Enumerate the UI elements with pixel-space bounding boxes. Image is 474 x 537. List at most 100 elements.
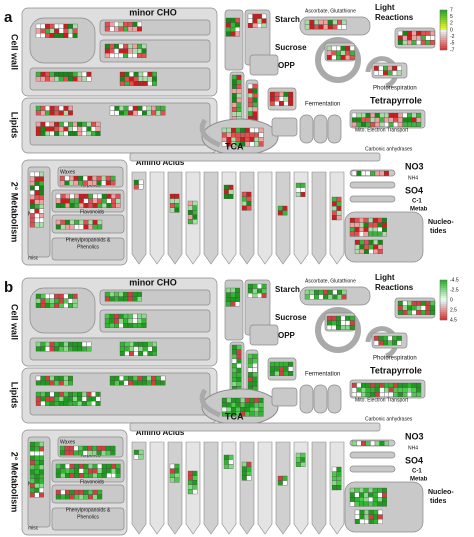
- heat-cell: [354, 519, 360, 524]
- heat-cell: [114, 313, 119, 319]
- heat-cell: [384, 382, 389, 388]
- heat-cell: [54, 131, 60, 136]
- heat-cell: [258, 411, 264, 417]
- heat-cell: [49, 341, 55, 347]
- heat-cell: [249, 132, 255, 138]
- heat-cell: [129, 76, 134, 82]
- heat-cell: [336, 466, 342, 472]
- heat-cell: [236, 363, 242, 369]
- heat-cell: [274, 371, 280, 376]
- heat-cell: [109, 43, 115, 49]
- heat-cell: [372, 217, 378, 223]
- heat-cell: [252, 363, 258, 368]
- heat-cell: [364, 244, 369, 250]
- heat-cell: [252, 88, 258, 94]
- heat-cell: [29, 460, 35, 466]
- label: minor CHO: [129, 7, 177, 17]
- heat-cell: [279, 101, 284, 106]
- heat-cell: [60, 489, 66, 495]
- heat-cell: [109, 48, 115, 54]
- heat-cell: [411, 382, 417, 388]
- heat-cell: [236, 107, 242, 112]
- heat-cell: [109, 323, 115, 328]
- heat-cell: [336, 206, 342, 211]
- heat-cell: [174, 468, 180, 474]
- heat-cell: [416, 117, 422, 123]
- heat-cell: [92, 224, 98, 230]
- heat-cell: [74, 494, 80, 500]
- heat-cell: [83, 468, 89, 474]
- heat-cell: [247, 376, 253, 382]
- heat-cell: [68, 23, 73, 29]
- heat-cell: [152, 341, 157, 347]
- heat-cell: [40, 298, 46, 304]
- legend: -4.5 -2.5 0 2.5 4.5: [439, 277, 459, 323]
- legend-swatch: [440, 34, 447, 37]
- heat-cell: [88, 468, 93, 474]
- heat-cell: [138, 341, 144, 347]
- label: Starch: [275, 15, 300, 24]
- region: [349, 465, 396, 473]
- heat-cell: [146, 375, 152, 381]
- heat-cell: [54, 396, 60, 402]
- cycle: [315, 307, 361, 353]
- heat-cell: [169, 468, 175, 474]
- heat-cell: [142, 375, 147, 381]
- label: Metab: [410, 207, 428, 213]
- heat-cell: [252, 83, 258, 89]
- heat-cell: [169, 198, 175, 204]
- legend-swatch: [440, 288, 447, 291]
- heat-cell: [114, 318, 119, 324]
- heat-cell: [69, 198, 75, 204]
- heat-cell: [72, 401, 78, 406]
- heat-cell: [104, 318, 110, 324]
- heat-cell: [63, 401, 69, 406]
- heat-cell: [118, 313, 124, 319]
- heat-cell: [60, 219, 66, 225]
- heat-cell: [416, 40, 422, 45]
- heat-cell: [59, 180, 65, 186]
- heat-cell: [351, 122, 357, 127]
- heat-cell: [87, 450, 93, 456]
- heat-cell: [95, 121, 101, 127]
- heat-cell: [104, 21, 110, 27]
- arrow: [199, 118, 221, 148]
- heat-cell: [72, 391, 78, 397]
- heat-cell: [81, 131, 87, 136]
- heat-cell: [132, 291, 138, 297]
- heat-cell: [365, 392, 371, 397]
- heat-cell: [254, 132, 259, 138]
- heat-cell: [226, 127, 232, 133]
- heat-cell: [223, 459, 229, 465]
- heat-cell: [336, 320, 341, 326]
- heat-cell: [123, 318, 129, 324]
- heat-cell: [411, 112, 417, 118]
- heat-cell: [368, 497, 374, 502]
- heat-cell: [254, 407, 259, 412]
- heat-cell: [241, 461, 247, 467]
- heat-cell: [68, 131, 73, 136]
- heat-cell: [35, 71, 41, 77]
- heat-cell: [81, 346, 87, 352]
- heat-cell: [387, 65, 393, 71]
- heat-cell: [65, 473, 70, 478]
- heat-cell: [282, 475, 288, 481]
- heat-cell: [249, 397, 255, 403]
- heat-cell: [78, 224, 84, 230]
- heat-cell: [138, 179, 144, 185]
- heat-cell: [58, 303, 64, 308]
- heat-cell: [92, 489, 98, 495]
- heat-cell: [119, 346, 125, 352]
- heat-cell: [407, 40, 412, 45]
- heat-cell: [63, 131, 69, 136]
- heat-cell: [379, 392, 385, 397]
- heat-cell: [252, 288, 258, 294]
- heat-cell: [192, 214, 198, 220]
- heat-cell: [244, 411, 250, 417]
- heat-cell: [241, 191, 247, 197]
- heat-cell: [174, 203, 180, 208]
- heat-cell: [83, 489, 89, 495]
- heat-cell: [304, 19, 310, 25]
- heat-cell: [114, 380, 120, 386]
- heat-cell: [397, 392, 403, 397]
